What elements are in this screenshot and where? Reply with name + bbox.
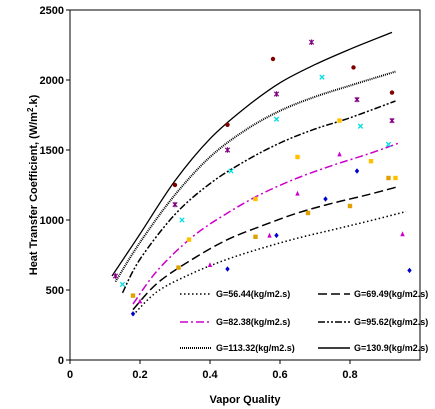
marker-layer — [112, 39, 412, 317]
data-point — [385, 141, 392, 148]
legend-label: G=95.62(kg/m2.s) — [354, 317, 428, 327]
series-line — [132, 185, 400, 311]
data-point — [137, 298, 143, 304]
data-point — [253, 196, 258, 202]
data-point — [337, 151, 342, 157]
data-point — [368, 159, 374, 164]
x-axis: 0 0.2 0.4 0.6 0.8 — [67, 360, 358, 381]
x-tick-label: 0.4 — [202, 369, 218, 381]
y-tick-label: 2500 — [40, 5, 64, 17]
data-point — [225, 122, 230, 128]
legend-label: G=130.9(kg/m2.s) — [354, 343, 428, 353]
y-tick-label: 0 — [58, 355, 64, 367]
y-axis: 0 500 1000 1500 2000 2500 — [40, 5, 70, 367]
legend-label: G=82.38(kg/m2.s) — [216, 317, 290, 327]
data-point — [112, 273, 119, 279]
series-line — [132, 142, 400, 305]
series-line — [114, 70, 396, 283]
series-line — [132, 210, 407, 316]
y-tick-label: 1500 — [40, 145, 64, 157]
data-point — [253, 234, 258, 239]
data-point — [176, 265, 181, 270]
y-axis-title-main: Heat Transfer Coefficient, (W/m — [28, 112, 40, 275]
data-point — [351, 65, 356, 70]
data-point — [295, 154, 300, 160]
y-axis-title-superscript: 2 — [26, 107, 35, 112]
data-point — [393, 175, 398, 181]
data-point — [207, 262, 213, 267]
data-point — [400, 231, 405, 237]
legend-label: G=113.32(kg/m2.s) — [216, 343, 295, 353]
data-point — [130, 311, 136, 317]
data-point — [172, 182, 178, 188]
data-point — [295, 190, 300, 196]
legend: G=56.44(kg/m2.s) G=69.49(kg/m2.s) G=82.38(… — [180, 289, 428, 353]
data-point — [308, 39, 315, 45]
data-point — [119, 281, 126, 288]
x-tick-label: 0.6 — [272, 369, 287, 381]
data-point — [319, 74, 325, 80]
data-point — [323, 196, 328, 202]
data-point — [225, 266, 230, 272]
data-point — [267, 232, 272, 238]
data-point — [186, 237, 192, 242]
x-tick-label: 0.8 — [342, 369, 357, 381]
plot-area — [69, 9, 421, 361]
y-tick-label: 1000 — [40, 215, 64, 227]
data-point — [228, 168, 234, 174]
legend-label: G=69.49(kg/m2.s) — [354, 289, 428, 299]
data-point — [389, 90, 395, 95]
y-axis-title-unit: .k) — [28, 94, 40, 107]
data-point — [224, 147, 231, 153]
y-tick-label: 500 — [46, 285, 64, 297]
x-tick-label: 0 — [67, 369, 73, 381]
data-point — [386, 175, 391, 181]
data-point — [273, 91, 280, 97]
series-line — [111, 31, 393, 277]
data-point — [274, 232, 279, 239]
data-point — [407, 267, 412, 274]
data-point — [354, 168, 360, 174]
data-point — [172, 201, 178, 208]
y-axis-title: Heat Transfer Coefficient, (W/m2.k) — [26, 94, 40, 275]
series-layer — [111, 31, 407, 316]
x-tick-label: 0.2 — [132, 369, 147, 381]
data-point — [305, 210, 311, 216]
data-point — [130, 293, 136, 298]
data-point — [357, 123, 364, 129]
data-point — [337, 118, 342, 123]
legend-label: G=56.44(kg/m2.s) — [216, 289, 290, 299]
data-point — [389, 117, 395, 124]
data-point — [179, 217, 185, 223]
y-tick-label: 2000 — [40, 75, 64, 87]
x-axis-title: Vapor Quality — [210, 394, 282, 406]
data-point — [347, 203, 353, 209]
data-point — [273, 116, 280, 122]
data-point — [270, 56, 276, 62]
data-point — [354, 96, 360, 103]
